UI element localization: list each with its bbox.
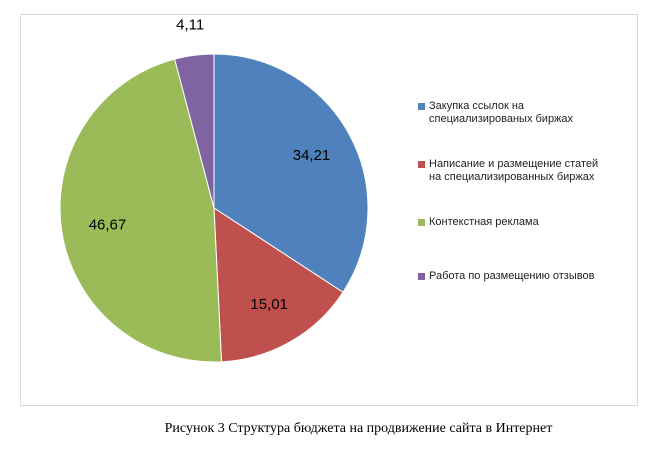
legend-item-links: Закупка ссылок на специализированых бирж… [418, 100, 579, 126]
legend-item-articles: Написание и размещение статей на специал… [418, 158, 609, 184]
legend-swatch-articles [418, 161, 425, 168]
data-label-links: 34,21 [293, 147, 331, 164]
legend-label-reviews: Работа по размещению отзывов [429, 270, 595, 282]
legend-swatch-reviews [418, 273, 425, 280]
slice-reviews [174, 53, 215, 209]
data-label-reviews: 4,11 [176, 17, 204, 34]
legend-label-articles: Написание и размещение статей на специал… [429, 158, 599, 183]
slice-context [59, 58, 223, 363]
legend-label-context: Контекстная реклама [429, 216, 539, 228]
data-label-context: 46,67 [89, 216, 127, 233]
legend-label-links: Закупка ссылок на специализированых бирж… [429, 100, 574, 125]
legend-swatch-links [418, 103, 425, 110]
slice-articles [213, 207, 344, 363]
legend-swatch-context [418, 219, 425, 226]
figure-caption: Рисунок 3 Структура бюджета на продвижен… [164, 421, 553, 436]
legend-item-reviews: Работа по размещению отзывов [418, 270, 629, 283]
data-label-articles: 15,01 [250, 296, 288, 313]
legend-item-context: Контекстная реклама [418, 216, 619, 229]
